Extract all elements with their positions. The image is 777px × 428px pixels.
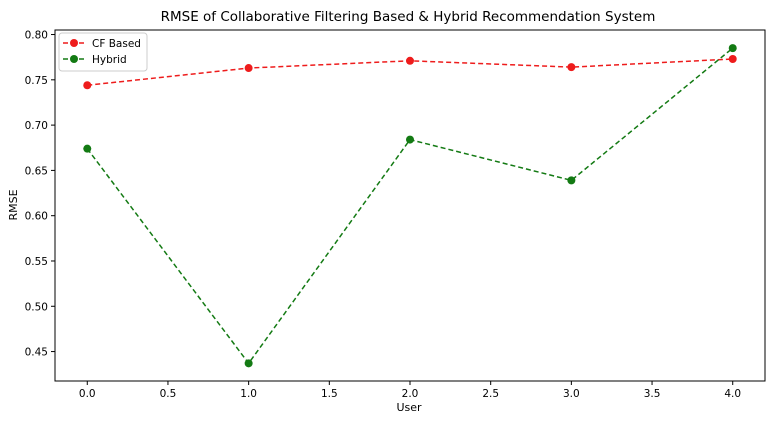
legend-marker-1 bbox=[70, 55, 78, 63]
series-0-point bbox=[83, 81, 92, 90]
x-tick-label: 2.5 bbox=[482, 388, 499, 400]
series-0-point bbox=[567, 63, 576, 72]
x-tick-label: 1.5 bbox=[321, 388, 338, 400]
y-tick-label: 0.75 bbox=[25, 75, 48, 87]
series-1-point bbox=[406, 135, 414, 144]
y-tick-label: 0.80 bbox=[25, 30, 48, 42]
series-1-point bbox=[83, 144, 92, 153]
x-axis-label: User bbox=[396, 401, 422, 414]
series-0-point bbox=[244, 64, 253, 73]
y-tick-label: 0.70 bbox=[25, 120, 48, 132]
x-tick-label: 3.0 bbox=[563, 388, 580, 400]
x-tick-label: 0.0 bbox=[79, 388, 96, 400]
x-tick-label: 2.0 bbox=[402, 388, 419, 400]
x-tick-label: 3.5 bbox=[644, 388, 661, 400]
series-0-point bbox=[728, 54, 737, 63]
legend-label-0: CF Based bbox=[92, 38, 141, 50]
series-0-point bbox=[406, 56, 414, 65]
x-tick-label: 4.0 bbox=[724, 388, 741, 400]
y-tick-label: 0.45 bbox=[25, 347, 48, 359]
legend: CF Based Hybrid bbox=[58, 32, 148, 72]
y-tick-label: 0.60 bbox=[25, 211, 48, 223]
series-line-1 bbox=[86, 47, 734, 365]
legend-label-1: Hybrid bbox=[92, 54, 127, 66]
legend-marker-0 bbox=[70, 39, 78, 47]
x-tick-label: 0.5 bbox=[160, 388, 177, 400]
plot-area bbox=[54, 29, 766, 382]
y-axis-label: RMSE bbox=[7, 189, 20, 220]
chart-title: RMSE of Collaborative Filtering Based & … bbox=[161, 9, 656, 25]
x-tick-label: 1.0 bbox=[240, 388, 257, 400]
series-1-point bbox=[244, 359, 253, 368]
y-tick-label: 0.55 bbox=[25, 256, 48, 268]
y-tick-label: 0.65 bbox=[25, 165, 48, 177]
series-1-point bbox=[567, 176, 576, 185]
y-axis: 0.45 0.50 0.55 0.60 0.65 0.70 0.75 0.80 bbox=[25, 30, 55, 359]
series-1-point bbox=[728, 44, 737, 53]
x-axis: 0.0 0.5 1.0 1.5 2.0 2.5 3.0 3.5 4.0 bbox=[79, 381, 741, 400]
y-tick-label: 0.50 bbox=[25, 301, 48, 313]
series-layer bbox=[83, 44, 737, 368]
